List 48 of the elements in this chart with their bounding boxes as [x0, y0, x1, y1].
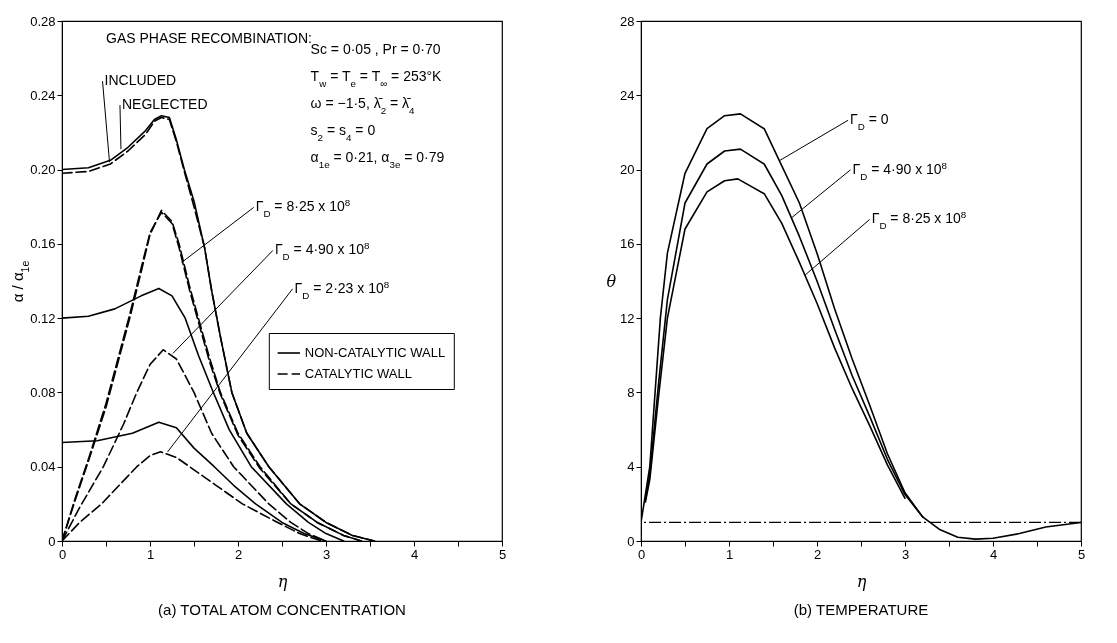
- x-tick-label: 0: [58, 546, 67, 562]
- text: (a) TOTAL ATOM CONCENTRATION: [158, 601, 406, 618]
- x-tick-label: 4: [989, 546, 998, 562]
- y-tick-label: 0.20: [30, 162, 56, 178]
- annotation: α$_{1e}$ = 0·21, α$_{3e}$ = 0·79: [310, 149, 445, 170]
- annotation: T$_{w}$ = T$_{e}$ = T$_{∞}$ = 253°K: [310, 67, 443, 89]
- x-tick-label: 3: [901, 546, 910, 562]
- annotation: Γ$_{D}$ = 4·90 x 10$^{8}$: [274, 239, 371, 262]
- y-tick-label: 0.16: [30, 236, 56, 252]
- y-tick-label: 0.08: [30, 384, 56, 400]
- annotation: Γ$_{D}$ = 8·25 x 10$^{8}$: [871, 208, 967, 231]
- annotation: Γ$_{D}$ = 4·90 x 10$^{8}$: [852, 159, 948, 182]
- y-tick-label: 0.28: [30, 13, 56, 29]
- x-tick-label: 2: [234, 546, 243, 562]
- x-tick-label: 4: [410, 546, 419, 562]
- x-tick-label: 5: [1077, 546, 1086, 562]
- x-tick-label: 0: [637, 546, 646, 562]
- y-tick-label: 0: [48, 533, 56, 549]
- annotation: Γ$_{D}$ = 8·25 x 10$^{8}$: [255, 196, 351, 219]
- text: (b) TEMPERATURE: [793, 601, 929, 618]
- x-tick-label: 3: [322, 546, 331, 562]
- annotation: NEGLECTED: [121, 96, 208, 113]
- x-axis-title: η: [277, 571, 288, 591]
- legend-label: CATALYTIC WALL: [304, 366, 412, 381]
- annotation: s$_{2}$ = s$_{4}$ = 0: [310, 122, 376, 143]
- y-tick-label: 24: [620, 87, 635, 103]
- x-axis-title: η: [856, 571, 867, 591]
- y-tick-label: 16: [620, 236, 635, 252]
- legend-label: NON-CATALYTIC WALL: [304, 345, 446, 360]
- y-tick-label: 20: [620, 162, 635, 178]
- y-tick-label: 0.24: [30, 87, 56, 103]
- annotation: Γ$_{D}$ = 0: [850, 111, 889, 132]
- y-tick-label: 8: [627, 384, 635, 400]
- y-tick-label: 0.12: [30, 310, 56, 326]
- annotation: INCLUDED: [104, 72, 177, 89]
- x-tick-label: 2: [813, 546, 822, 562]
- annotation: ω = −1·5, λ̄$_{2}$ = λ̄$_{4}$: [310, 95, 416, 116]
- y-axis-title: θ: [606, 271, 617, 291]
- annotation: GAS PHASE RECOMBINATION:: [106, 30, 312, 47]
- y-tick-label: 0: [627, 533, 635, 549]
- x-tick-label: 1: [725, 546, 734, 562]
- annotation: Γ$_{D}$ = 2·23 x 10$^{8}$: [294, 278, 390, 301]
- x-tick-label: 5: [498, 546, 507, 562]
- y-tick-label: 0.04: [30, 459, 56, 475]
- y-tick-label: 4: [627, 459, 635, 475]
- y-tick-label: 12: [620, 310, 635, 326]
- x-tick-label: 1: [146, 546, 155, 562]
- y-tick-label: 28: [620, 13, 635, 29]
